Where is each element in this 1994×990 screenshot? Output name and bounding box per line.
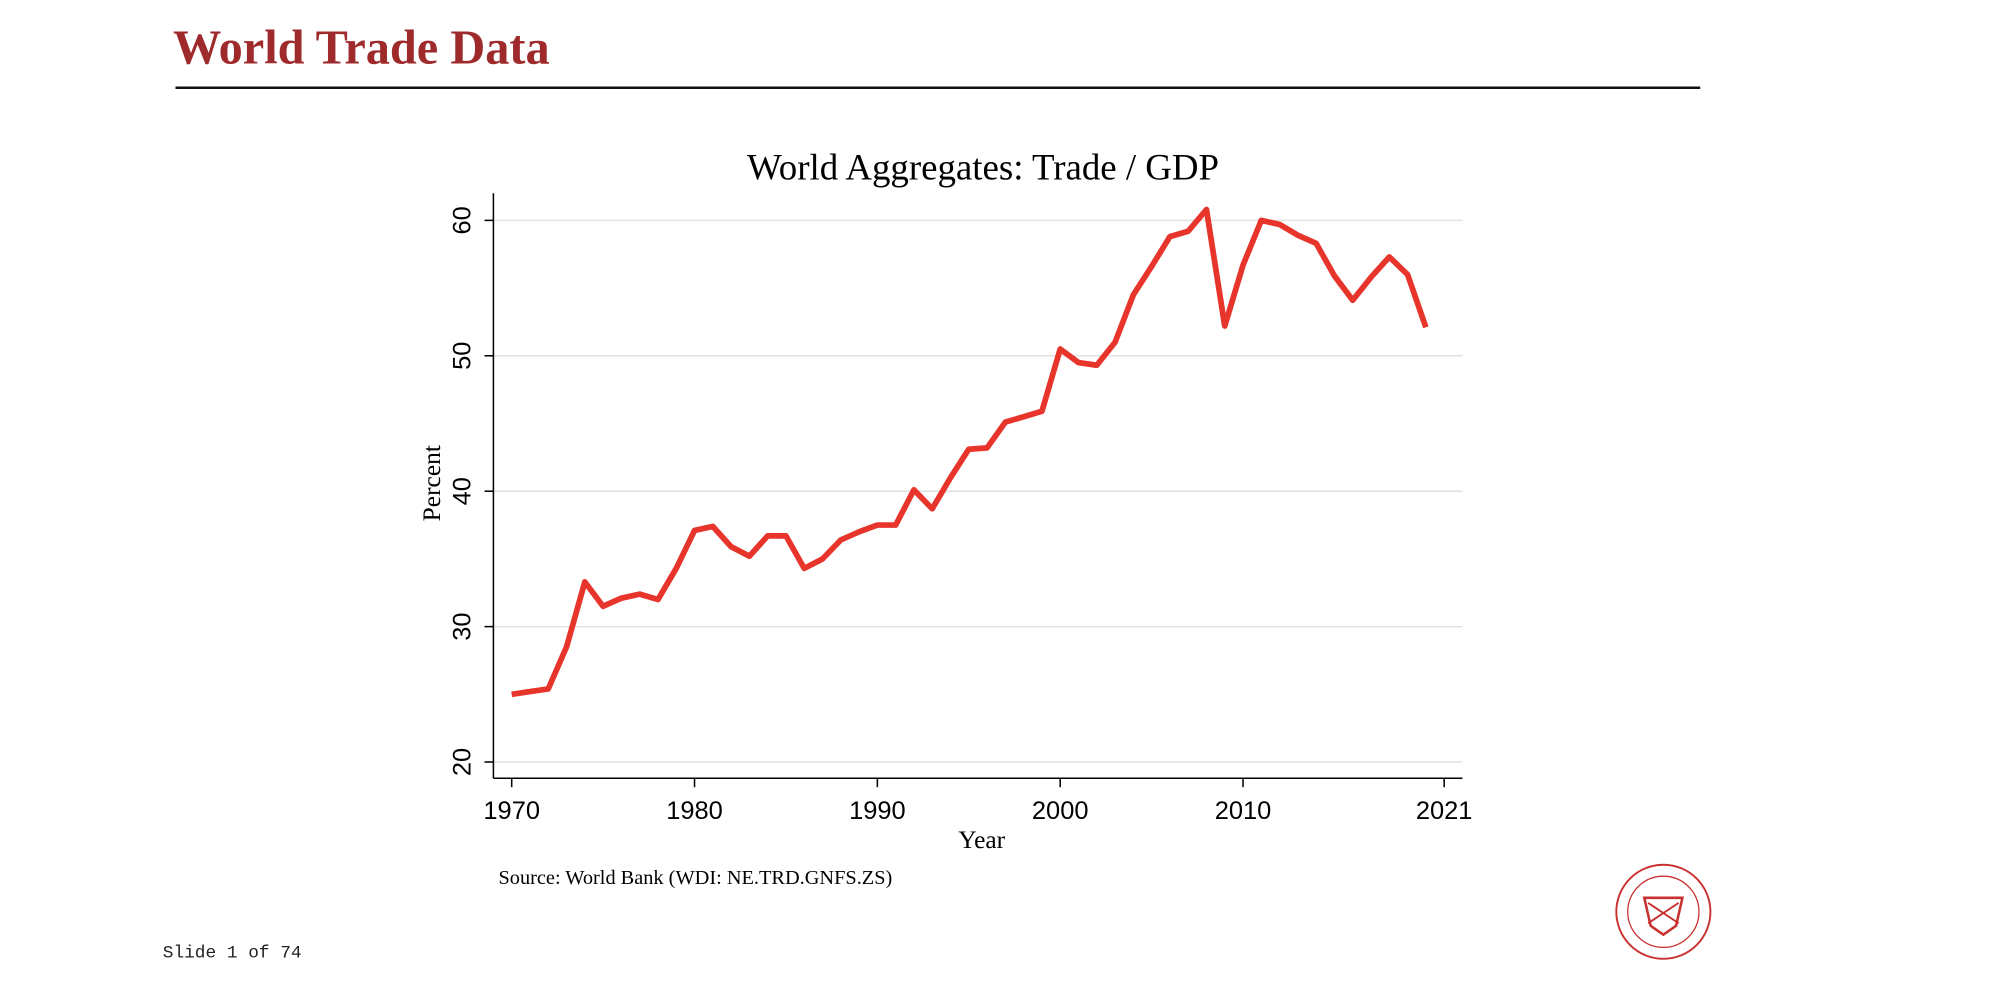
logo: [1615, 863, 1712, 960]
slide-counter: Slide 1 of 74: [163, 944, 302, 964]
x-tick-label: 1980: [666, 797, 723, 825]
x-tick-label: 2021: [1416, 797, 1473, 825]
y-tick-label: 20: [449, 748, 477, 776]
x-tick-label: 2000: [1032, 797, 1089, 825]
y-axis-label: Percent: [417, 445, 446, 521]
x-tick-label: 1970: [483, 797, 540, 825]
plot: 20 30 40 50 60 1970 1980 1990 2000 2010 2021: [449, 193, 1473, 825]
y-tick-label: 30: [449, 612, 477, 640]
y-tick-label: 60: [449, 206, 477, 234]
x-axis-label: Year: [958, 825, 1005, 854]
x-tick-label: 2010: [1215, 797, 1272, 825]
chart-title: World Aggregates: Trade / GDP: [747, 146, 1219, 187]
x-tick-label: 1990: [849, 797, 906, 825]
slide-title: World Trade Data: [173, 22, 550, 75]
y-tick-label: 40: [449, 477, 477, 505]
source-note: Source: World Bank (WDI: NE.TRD.GNFS.ZS): [499, 867, 893, 889]
data-line: [511, 206, 1429, 698]
y-tick-label: 50: [449, 342, 477, 370]
